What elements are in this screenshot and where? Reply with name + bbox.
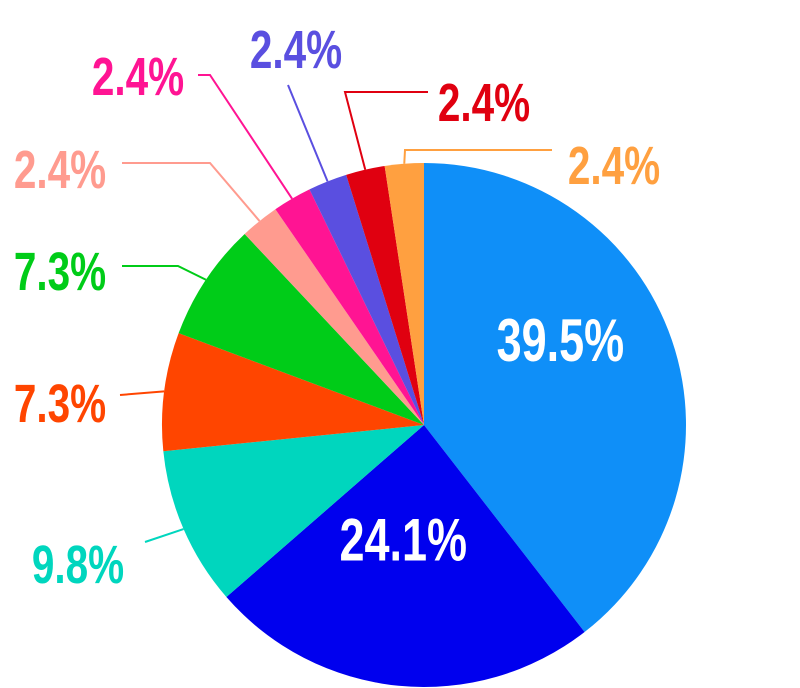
leader-line <box>119 390 165 396</box>
pie-slice <box>275 189 424 425</box>
slice-label: 39.5% <box>497 308 625 375</box>
slice-labels: 39.5% 24.1% 9.8% 7.3% 7.3% 2.4% 2.4% 2.4% 2.4% 2.… <box>14 20 660 595</box>
leader-line <box>144 528 184 543</box>
leader-line <box>198 74 293 200</box>
pie-slice <box>346 165 424 425</box>
pie-slices <box>162 163 686 687</box>
slice-label: 2.4% <box>92 47 184 107</box>
slice-label: 2.4% <box>568 136 660 196</box>
slice-label: 2.4% <box>14 140 106 200</box>
pie-slice <box>163 425 425 598</box>
leader-lines <box>119 74 552 543</box>
slice-label: 7.3% <box>14 374 106 434</box>
leader-line <box>343 91 428 170</box>
pie-slice <box>162 333 424 452</box>
pie-slice <box>424 163 686 633</box>
slice-label: 2.4% <box>438 73 530 133</box>
leader-line <box>287 84 329 182</box>
leader-line <box>122 265 207 281</box>
slice-label: 9.8% <box>32 535 124 595</box>
pie-slice <box>244 209 424 425</box>
pie-slice <box>384 163 424 425</box>
leader-line <box>403 149 552 164</box>
pie-slice <box>178 234 424 425</box>
slice-label: 24.1% <box>339 507 467 574</box>
slice-label: 2.4% <box>250 20 342 80</box>
pie-slice <box>226 425 585 687</box>
pie-slice <box>309 174 424 425</box>
leader-line <box>122 162 261 222</box>
slice-label: 7.3% <box>14 242 106 302</box>
